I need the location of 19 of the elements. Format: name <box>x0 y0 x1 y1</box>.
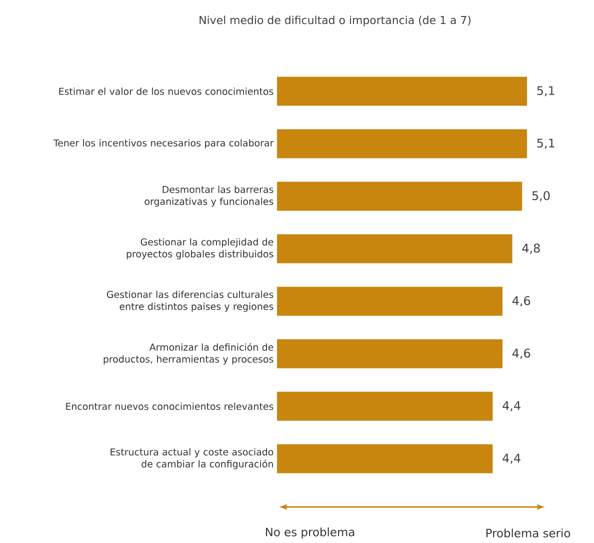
data-label: 5,0 <box>532 191 550 202</box>
data-label: 5,1 <box>537 138 554 149</box>
data-label: 4,6 <box>512 348 530 359</box>
text: Problema serio <box>486 528 570 538</box>
y-tick-label: Armonizar la definición de productos, herramientas y procesos <box>104 343 274 364</box>
data-label: 4,4 <box>502 401 520 412</box>
y-tick-label: Gestionar las diferencias culturales entre distintos paises y regiones <box>106 290 274 312</box>
y-tick-label: Encontrar nuevos conocimientos relevantes <box>66 402 274 410</box>
data-label: 4,4 <box>502 454 520 464</box>
y-tick-label: Estructura actual y coste asociado de cambiar la configuración <box>110 448 274 470</box>
y-tick-label: Estimar el valor de los nuevos conocimientos <box>59 88 274 95</box>
y-tick-label: Gestionar la complejidad de proyectos globales distribuidos <box>126 238 274 260</box>
data-label: 5,1 <box>537 86 554 96</box>
y-tick-label: Desmontar las barreras organizativas y funcionales <box>144 186 274 207</box>
text: No es problema <box>266 527 354 539</box>
y-tick-label: Tener los incentivos necesarios para colaborar <box>53 139 274 148</box>
data-label: 4,8 <box>522 244 540 254</box>
chart-title: Nivel medio de dificultad o importancia (de 1 a 7) <box>200 16 470 26</box>
data-label: 4,6 <box>512 296 530 306</box>
